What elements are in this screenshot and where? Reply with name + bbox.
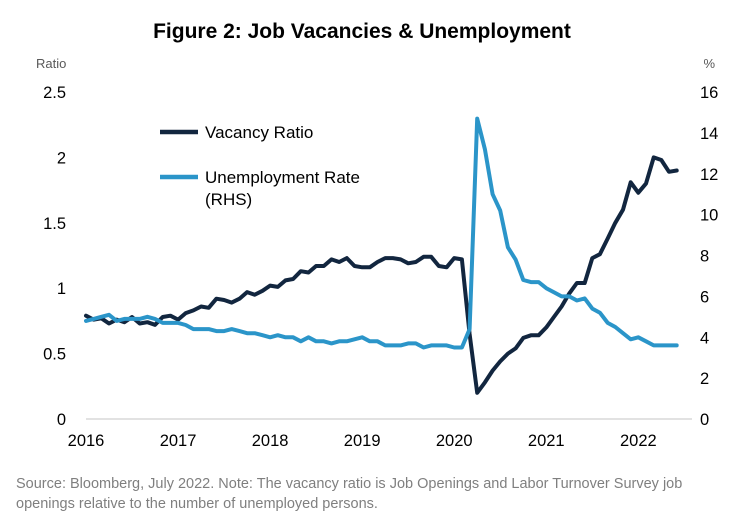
x-tick-label-2021: 2021 <box>528 432 565 450</box>
right-axis-ticks: 0 2 4 6 8 10 12 14 16 <box>700 84 718 429</box>
legend-label-unemployment-rate: Unemployment Rate (RHS) <box>205 168 360 209</box>
right-tick-label-10: 10 <box>700 207 718 225</box>
right-tick-label-14: 14 <box>700 125 718 143</box>
right-tick-label-6: 6 <box>700 288 709 306</box>
series-line-unemployment-rate-rhs <box>84 116 679 350</box>
right-tick-label-16: 16 <box>700 84 718 102</box>
right-axis-label: % <box>703 56 715 71</box>
x-tick-label-2016: 2016 <box>68 432 105 450</box>
source-note: Source: Bloomberg, July 2022. Note: The … <box>16 476 683 512</box>
left-axis-label: Ratio <box>36 56 66 71</box>
legend-label-vacancy-ratio: Vacancy Ratio <box>205 123 313 142</box>
left-tick-label-2: 2 <box>57 149 66 167</box>
right-tick-label-12: 12 <box>700 166 718 184</box>
left-axis-ticks: 0 0.5 1 1.5 2 2.5 <box>43 84 66 429</box>
plot-area <box>84 116 679 395</box>
right-tick-label-2: 2 <box>700 370 709 388</box>
x-tick-label-2022: 2022 <box>620 432 657 450</box>
x-tick-label-2019: 2019 <box>344 432 381 450</box>
left-tick-label-0: 0 <box>57 411 66 429</box>
x-tick-label-2018: 2018 <box>252 432 289 450</box>
legend: Vacancy Ratio Unemployment Rate (RHS) <box>160 123 360 209</box>
right-tick-label-4: 4 <box>700 329 709 347</box>
chart-title: Figure 2: Job Vacancies & Unemployment <box>153 20 571 43</box>
x-tick-label-2020: 2020 <box>436 432 473 450</box>
x-axis-ticks: 2016 2017 2018 2019 2020 2021 2022 <box>68 432 657 450</box>
left-tick-label-0-5: 0.5 <box>43 346 66 364</box>
right-tick-label-8: 8 <box>700 248 709 266</box>
series-line-vacancy-ratio <box>84 155 679 395</box>
left-tick-label-1: 1 <box>57 280 66 298</box>
x-tick-label-2017: 2017 <box>160 432 197 450</box>
left-tick-label-1-5: 1.5 <box>43 215 66 233</box>
left-tick-label-2-5: 2.5 <box>43 84 66 102</box>
right-tick-label-0: 0 <box>700 411 709 429</box>
